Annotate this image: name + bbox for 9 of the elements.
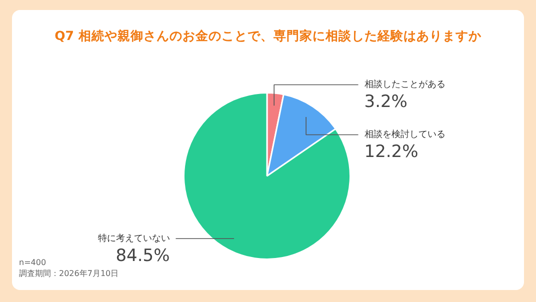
data-label: 3.2%	[364, 92, 408, 112]
data-label: 12.2%	[364, 142, 418, 162]
data-label: 84.5%	[116, 246, 170, 266]
slice-label: 特に考えていない	[98, 232, 170, 244]
slice-label: 相談したことがある	[364, 79, 446, 90]
text: n=400	[19, 258, 46, 267]
chart-title: Q7 相続や親御さんのお金のことで、専門家に相談した経験はありますか	[54, 28, 482, 45]
text: 調査期間：2026年7月10日	[19, 268, 119, 279]
slice-label: 相談を検討している	[364, 129, 446, 140]
